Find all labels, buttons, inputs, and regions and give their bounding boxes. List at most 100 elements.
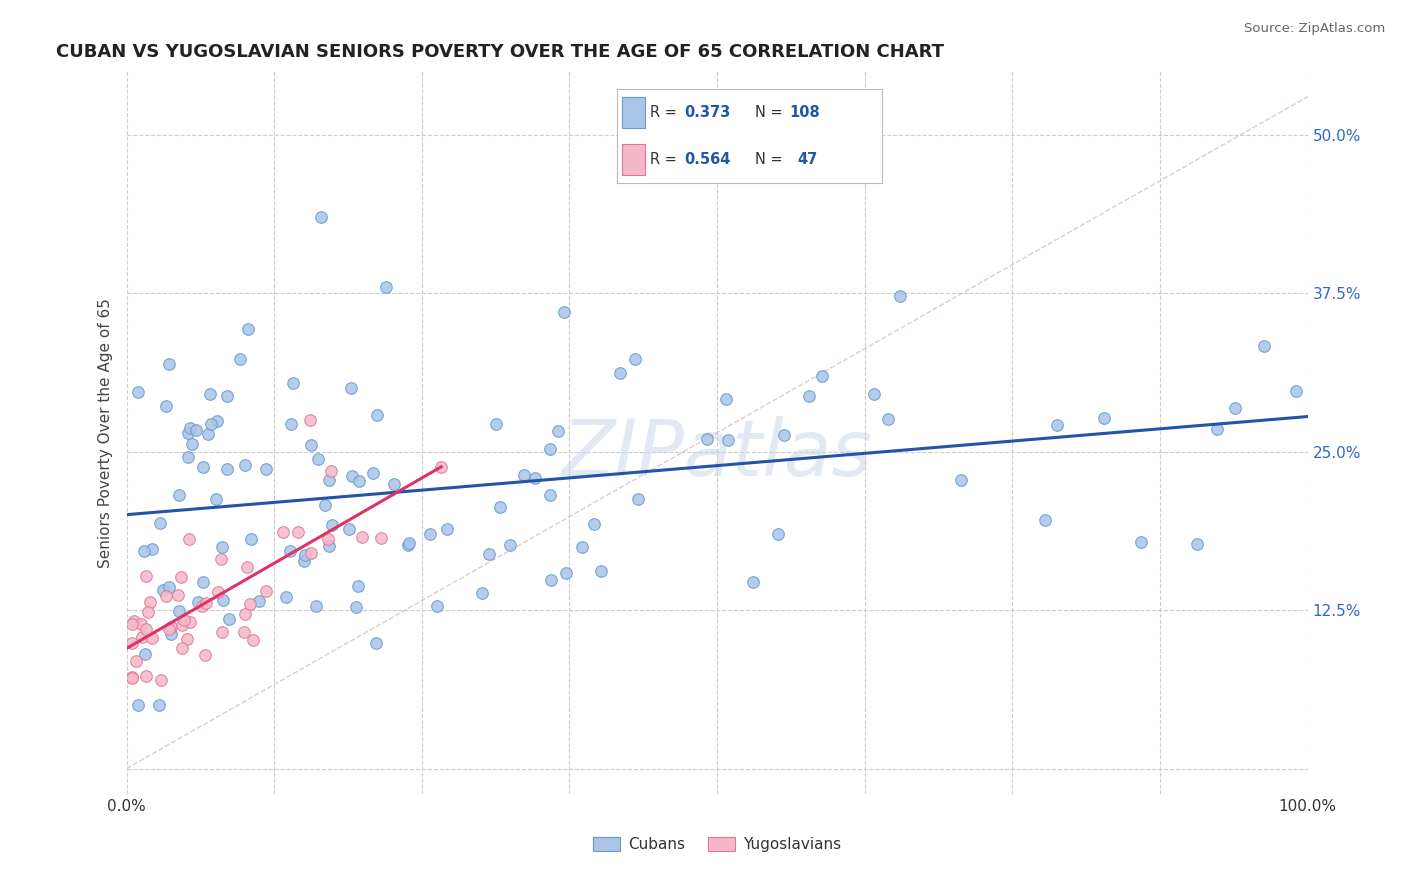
Point — [877, 411, 900, 425]
Point — [436, 522, 458, 536]
Point — [889, 288, 911, 302]
Point — [177, 533, 200, 547]
Point — [207, 413, 229, 427]
Point — [398, 535, 420, 549]
Point — [177, 450, 200, 464]
Point — [471, 586, 494, 600]
Point — [609, 366, 631, 380]
Point — [366, 636, 388, 650]
Point — [217, 462, 239, 476]
Point — [540, 574, 562, 588]
Point — [361, 466, 384, 480]
Point — [179, 421, 201, 435]
Point — [200, 417, 222, 432]
Point — [135, 622, 157, 636]
Point — [191, 599, 214, 613]
Point — [589, 564, 612, 578]
Point — [240, 533, 263, 547]
Point — [176, 632, 198, 646]
Point — [271, 525, 294, 540]
Point — [714, 392, 737, 407]
Point — [742, 574, 765, 589]
Point — [538, 487, 561, 501]
Point — [141, 542, 163, 557]
Point — [155, 400, 177, 414]
Point — [1185, 537, 1208, 551]
Point — [342, 469, 364, 483]
Point — [169, 488, 191, 502]
Point — [350, 530, 373, 544]
Point — [485, 417, 508, 431]
Point — [287, 524, 309, 539]
Point — [233, 458, 256, 472]
Point — [318, 540, 340, 554]
Point — [1285, 384, 1308, 399]
Point — [717, 433, 740, 447]
Point — [478, 547, 501, 561]
Point — [489, 500, 512, 515]
Point — [157, 357, 180, 371]
Point — [141, 631, 163, 645]
Point — [281, 376, 304, 390]
Point — [194, 648, 217, 662]
Point — [150, 673, 173, 688]
Point — [299, 438, 322, 452]
Point — [375, 280, 398, 294]
Point — [863, 387, 886, 401]
Point — [1205, 422, 1227, 436]
Point — [125, 653, 148, 667]
Point — [426, 599, 449, 614]
Point — [197, 426, 219, 441]
Point — [167, 604, 190, 618]
Point — [318, 473, 340, 487]
Point — [523, 471, 546, 485]
Point — [135, 568, 157, 582]
Point — [298, 413, 321, 427]
Point — [316, 532, 339, 546]
Point — [211, 624, 233, 639]
Point — [772, 428, 794, 442]
Point — [186, 423, 208, 437]
Point — [627, 491, 650, 506]
Point — [170, 641, 193, 656]
Point — [121, 670, 143, 684]
Point — [254, 583, 277, 598]
Point — [766, 527, 789, 541]
Point — [149, 516, 172, 531]
Point — [419, 527, 441, 541]
Point — [139, 595, 162, 609]
Point — [160, 620, 183, 634]
Point — [314, 498, 336, 512]
Point — [319, 463, 342, 477]
Point — [121, 636, 143, 650]
Text: Source: ZipAtlas.com: Source: ZipAtlas.com — [1244, 22, 1385, 36]
Point — [292, 554, 315, 568]
Point — [200, 387, 222, 401]
Text: ZIPatlas: ZIPatlas — [561, 417, 873, 492]
Point — [1046, 418, 1069, 433]
Point — [346, 579, 368, 593]
Point — [205, 492, 228, 507]
Point — [238, 597, 260, 611]
Point — [218, 612, 240, 626]
Point — [571, 540, 593, 554]
Point — [553, 304, 575, 318]
Point — [121, 616, 143, 631]
Point — [167, 588, 190, 602]
Point — [187, 595, 209, 609]
Point — [122, 614, 145, 628]
Point — [1225, 401, 1247, 416]
Point — [155, 589, 177, 603]
Point — [173, 613, 195, 627]
Point — [191, 459, 214, 474]
Point — [209, 551, 232, 566]
Point — [242, 632, 264, 647]
Point — [810, 368, 832, 383]
Point — [311, 210, 333, 224]
Point — [696, 432, 718, 446]
Point — [211, 540, 233, 554]
Point — [160, 626, 183, 640]
Point — [280, 417, 302, 431]
Point — [321, 518, 343, 533]
Point — [547, 424, 569, 438]
